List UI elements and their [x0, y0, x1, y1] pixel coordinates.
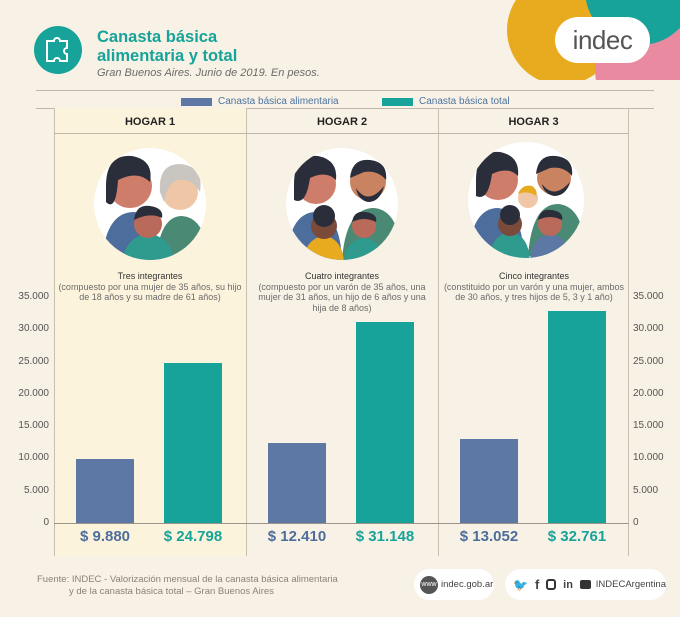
panel-hogar-2	[246, 108, 438, 556]
website-link[interactable]: www indec.gob.ar	[414, 569, 494, 600]
youtube-icon[interactable]	[579, 580, 591, 589]
divider	[54, 133, 629, 134]
panel-title: HOGAR 3	[508, 116, 559, 128]
panel-title: HOGAR 2	[316, 116, 368, 128]
linkedin-icon[interactable]: in	[563, 578, 573, 591]
panel-title: HOGAR 1	[124, 116, 176, 128]
value-label: $ 9.880	[79, 528, 131, 545]
y-tick-label: 30.000	[633, 323, 664, 335]
puzzle-icon	[34, 26, 82, 74]
social-handle: INDECArgentina	[595, 579, 666, 590]
facebook-icon[interactable]: f	[534, 577, 540, 592]
twitter-icon[interactable]: 🐦	[513, 577, 528, 592]
household-detail: (compuesto por una mujer de 35 años, su …	[58, 281, 242, 303]
value-label: $ 32.761	[547, 528, 607, 545]
page-subtitle: Gran Buenos Aires. Junio de 2019. En pes…	[97, 67, 320, 79]
household-members: Cinco integrantes	[498, 271, 570, 281]
y-tick-label: 5.000	[23, 484, 49, 496]
website-label: indec.gob.ar	[441, 579, 494, 590]
y-tick-label: 30.000	[18, 323, 49, 335]
household-description: Cuatro integrantes (compuesto por un var…	[250, 271, 434, 313]
globe-icon: www	[420, 575, 438, 594]
bar-total-hogar-3	[548, 311, 606, 523]
divider	[36, 108, 654, 109]
y-tick-label: 25.000	[18, 355, 49, 367]
x-axis-line	[54, 523, 629, 524]
household-members: Cuatro integrantes	[304, 271, 380, 281]
legend-swatch	[382, 97, 413, 106]
y-tick-label: 10.000	[18, 452, 49, 464]
bar-alimentaria-hogar-1	[76, 459, 134, 523]
family-illustration-hogar-1	[94, 148, 206, 260]
legend-label: Canasta básica total	[419, 96, 510, 107]
bar-total-hogar-2	[356, 321, 414, 523]
divider	[36, 90, 654, 91]
family-illustration-hogar-3	[468, 142, 584, 258]
y-tick-label: 15.000	[18, 420, 49, 432]
instagram-icon[interactable]	[546, 579, 557, 590]
bar-alimentaria-hogar-2	[268, 442, 326, 523]
value-label: $ 13.052	[459, 528, 519, 545]
value-label: $ 24.798	[163, 528, 223, 545]
family-illustration-hogar-2	[286, 148, 398, 260]
y-tick-label: 0	[43, 517, 49, 528]
y-tick-label: 25.000	[633, 355, 664, 367]
bar-total-hogar-1	[164, 362, 222, 523]
household-description: Cinco integrantes (constituido por un va…	[442, 271, 626, 303]
y-tick-label: 10.000	[633, 452, 664, 464]
panel-hogar-3	[438, 108, 629, 556]
household-description: Tres integrantes (compuesto por una muje…	[58, 271, 242, 303]
y-tick-label: 5.000	[633, 484, 659, 496]
y-tick-label: 15.000	[633, 420, 664, 432]
value-label: $ 12.410	[267, 528, 327, 545]
legend-item-total: Canasta básica total	[382, 96, 510, 107]
legend-swatch	[181, 97, 212, 106]
source-line: y de la canasta básica total – Gran Buen…	[69, 586, 274, 597]
source-line: Fuente: INDEC - Valorización mensual de …	[37, 574, 338, 585]
legend-item-alimentaria: Canasta básica alimentaria	[181, 96, 339, 107]
social-links: 🐦 f in INDECArgentina	[505, 569, 666, 600]
legend-label: Canasta básica alimentaria	[218, 96, 339, 107]
y-tick-label: 35.000	[633, 291, 664, 302]
y-tick-label: 20.000	[633, 387, 664, 399]
bar-alimentaria-hogar-3	[460, 438, 518, 523]
page-title: Canasta básica alimentaria y total	[97, 28, 238, 65]
household-members: Tres integrantes	[117, 271, 183, 281]
household-detail: (constituido por un varón y una mujer, a…	[443, 281, 625, 303]
y-tick-label: 35.000	[18, 291, 49, 302]
source-note: Fuente: INDEC - Valorización mensual de …	[37, 574, 338, 598]
indec-logo: indec	[555, 17, 650, 63]
household-detail: (compuesto por un varón de 35 años, una …	[258, 281, 426, 313]
value-label: $ 31.148	[355, 528, 415, 545]
y-tick-label: 20.000	[18, 387, 49, 399]
y-tick-label: 0	[633, 517, 639, 528]
